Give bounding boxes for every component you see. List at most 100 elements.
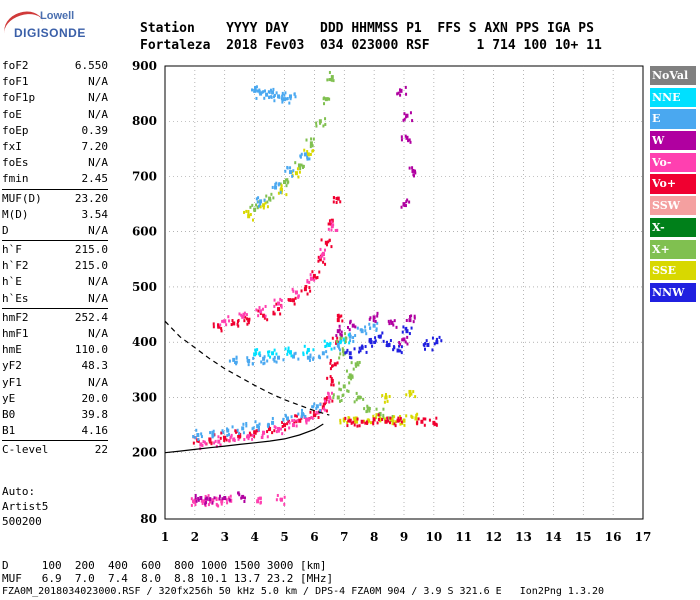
- echo-point: [231, 319, 234, 323]
- echo-point: [433, 342, 436, 346]
- echo-point: [242, 422, 245, 426]
- param-row: fxI 7.20: [2, 139, 108, 155]
- echo-point: [426, 342, 430, 347]
- echo-point: [271, 421, 274, 425]
- param-label: foF2: [2, 59, 29, 72]
- muf-distance-row: D 100 200 400 600 800 1000 1500 3000 [km…: [2, 559, 327, 572]
- echo-point: [369, 337, 372, 341]
- echo-point: [340, 340, 343, 344]
- echo-point: [356, 326, 359, 330]
- echo-point: [301, 408, 304, 412]
- echo-point: [404, 204, 407, 208]
- scaled-parameters-panel: foF2 6.550 foF1 N/A foF1p N/A foE N/A foEp 0.39 fx…: [2, 58, 108, 459]
- echo-point: [357, 363, 360, 367]
- echo-point: [247, 359, 251, 364]
- legend-item: SSW: [650, 196, 696, 216]
- echo-point: [391, 422, 394, 426]
- echo-point: [372, 315, 376, 320]
- echo-point: [323, 399, 326, 403]
- echo-point: [212, 429, 215, 433]
- echo-point: [200, 435, 203, 439]
- echo-point: [257, 196, 260, 200]
- echo-point: [254, 350, 257, 354]
- echo-point: [202, 440, 205, 444]
- echo-point: [391, 415, 394, 419]
- echo-point: [195, 428, 198, 432]
- param-value: 3.54: [81, 207, 109, 221]
- echo-point: [330, 391, 333, 395]
- echo-point: [252, 426, 255, 430]
- echo-point: [262, 206, 265, 210]
- echo-point: [254, 87, 257, 91]
- echo-point: [241, 426, 245, 431]
- echo-point: [291, 419, 294, 423]
- echo-point: [327, 395, 331, 400]
- echo-point: [360, 345, 364, 350]
- echo-point: [353, 423, 356, 427]
- echo-point: [311, 416, 314, 420]
- echo-point: [299, 154, 302, 158]
- echo-point: [373, 417, 376, 421]
- echo-point: [195, 498, 198, 502]
- echo-point: [247, 321, 250, 325]
- echo-point: [312, 405, 315, 409]
- echo-point: [330, 75, 334, 80]
- echo-point: [402, 325, 405, 329]
- echo-point: [230, 323, 233, 327]
- echo-point: [352, 336, 355, 340]
- echo-point: [286, 416, 289, 420]
- echo-point: [337, 313, 340, 317]
- echo-point: [197, 439, 200, 443]
- echo-point: [204, 442, 207, 446]
- echo-point: [408, 318, 412, 323]
- echo-point: [258, 306, 261, 310]
- echo-point: [300, 152, 303, 156]
- echo-point: [200, 432, 203, 436]
- echo-point: [420, 419, 424, 424]
- echo-point: [368, 409, 371, 413]
- echo-point: [357, 395, 361, 400]
- echo-point: [408, 200, 411, 204]
- param-value: 4.16: [81, 424, 109, 438]
- echo-point: [294, 161, 297, 165]
- echo-point: [399, 416, 402, 420]
- echo-point: [329, 361, 332, 365]
- echo-point: [347, 389, 350, 393]
- echo-point: [297, 357, 300, 361]
- echo-point: [336, 318, 340, 323]
- echo-point: [388, 322, 391, 326]
- echo-point: [226, 427, 229, 431]
- param-label: foEp: [2, 123, 29, 137]
- x-tick-label: 8: [370, 530, 378, 544]
- echo-point: [349, 333, 352, 337]
- echo-point: [217, 323, 220, 327]
- echo-point: [359, 328, 362, 332]
- solid-profile-curve: [164, 423, 324, 454]
- echo-point: [408, 393, 411, 397]
- echo-point: [228, 498, 231, 502]
- echo-point: [378, 419, 381, 423]
- echo-point: [204, 497, 207, 501]
- echo-point: [306, 351, 309, 355]
- echo-point: [382, 416, 385, 420]
- echo-point: [255, 203, 258, 207]
- echo-point: [306, 157, 309, 161]
- param-value: 0.39: [81, 123, 109, 137]
- echo-point: [283, 97, 286, 102]
- echo-point: [245, 313, 248, 317]
- echo-point: [363, 407, 366, 411]
- echo-point: [282, 417, 285, 421]
- echo-point: [352, 367, 355, 371]
- echo-point: [255, 85, 258, 89]
- echo-point: [288, 350, 292, 355]
- echo-point: [369, 340, 373, 345]
- echo-point: [372, 422, 375, 426]
- echo-point: [381, 394, 384, 398]
- echo-point: [351, 323, 355, 328]
- echo-point: [199, 443, 202, 447]
- echo-point: [435, 340, 439, 345]
- echo-point: [400, 420, 403, 424]
- echo-point: [254, 431, 257, 435]
- param-row: hmF1 N/A: [2, 326, 108, 342]
- echo-point: [211, 498, 215, 503]
